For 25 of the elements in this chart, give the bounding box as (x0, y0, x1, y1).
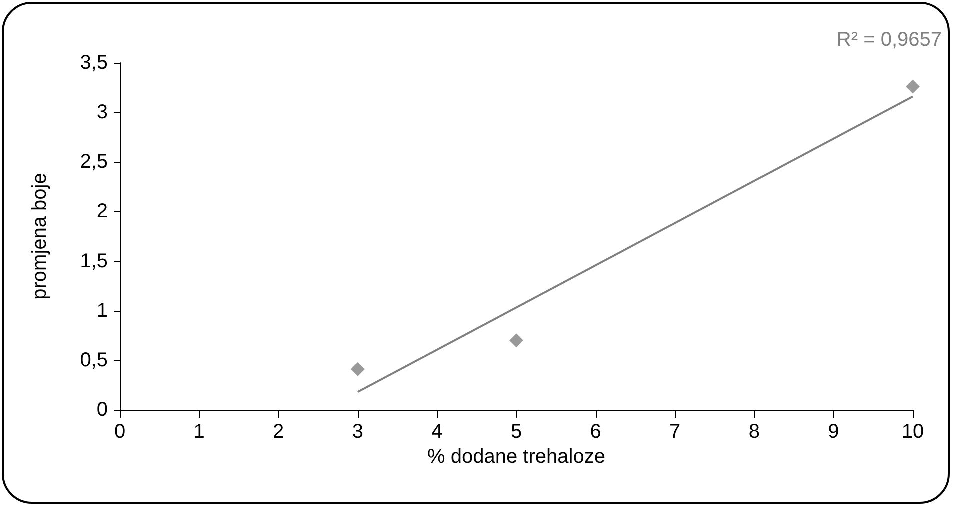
x-axis-title: % dodane trehaloze (428, 446, 606, 468)
x-tick-label: 8 (748, 421, 760, 443)
y-axis-title: promjena boje (29, 173, 51, 300)
x-tick-label: 0 (114, 421, 126, 443)
y-tick-label: 3,5 (80, 52, 108, 74)
x-tick-label: 7 (670, 421, 681, 443)
y-tick-label: 2,5 (80, 151, 108, 174)
point (906, 80, 920, 94)
x-tick-label: 4 (432, 421, 443, 443)
point (510, 334, 524, 348)
y-tick-label: 0,5 (80, 349, 108, 372)
x-tick-label: 10 (902, 421, 924, 443)
text: R² = 0,9657 (836, 29, 942, 51)
x-tick-label: 2 (273, 421, 284, 443)
x-tick-label: 6 (590, 421, 602, 443)
y-tick-label: 1 (96, 300, 108, 322)
x-tick-label: 9 (828, 421, 840, 443)
y-tick-label: 3 (96, 102, 108, 124)
point (350, 362, 365, 376)
x-tick-label: 3 (352, 421, 364, 443)
y-tick-label: 0 (96, 399, 108, 421)
y-tick-label: 2 (96, 200, 108, 223)
y-tick-label: 1,5 (80, 250, 108, 272)
x-tick-label: 5 (510, 421, 522, 443)
x-tick-label: 1 (194, 421, 205, 443)
